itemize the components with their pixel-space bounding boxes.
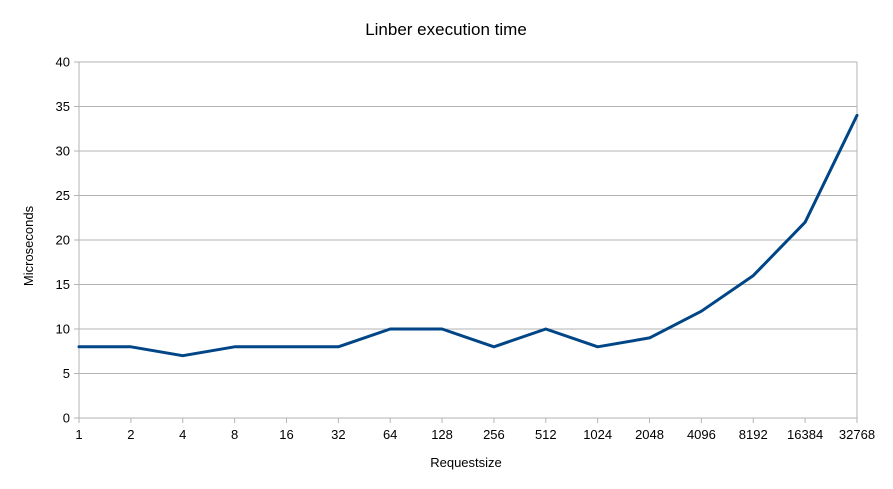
- grid-layer: [74, 61, 858, 419]
- y-tick-label: 35: [56, 99, 70, 114]
- x-tick-label: 1024: [583, 427, 612, 442]
- x-tick-label: 16: [279, 427, 293, 442]
- x-tick-label: 32: [331, 427, 345, 442]
- x-tick-label: 2048: [635, 427, 664, 442]
- x-tick-label: 2: [127, 427, 134, 442]
- y-tick-label: 5: [63, 366, 70, 381]
- y-tick-label: 0: [63, 411, 70, 426]
- x-tick-label: 8: [231, 427, 238, 442]
- y-tick-label: 25: [56, 188, 70, 203]
- x-axis-label: Requestsize: [430, 455, 502, 470]
- x-tick-label: 8192: [739, 427, 768, 442]
- y-axis-label: Microseconds: [21, 205, 36, 286]
- x-axis: 1 2 4 8 16 32 64 128 256 512 1024 2048 4096 8192 16384…: [75, 418, 875, 442]
- x-tick-label: 16384: [787, 427, 823, 442]
- y-tick-label: 10: [56, 322, 70, 337]
- y-tick-label: 15: [56, 277, 70, 292]
- x-tick-label: 64: [383, 427, 397, 442]
- x-tick-label: 128: [431, 427, 453, 442]
- x-tick-label: 1: [75, 427, 82, 442]
- x-tick-label: 32768: [839, 427, 875, 442]
- x-tick-label: 4: [179, 427, 186, 442]
- x-tick-label: 256: [483, 427, 505, 442]
- chart-title: Linber execution time: [365, 20, 527, 39]
- y-axis: 0 5 10 15 20 25 30 35 40: [56, 55, 70, 426]
- y-tick-label: 40: [56, 55, 70, 70]
- y-tick-label: 30: [56, 144, 70, 159]
- series-line: [77, 113, 859, 358]
- y-tick-label: 20: [56, 233, 70, 248]
- series-layer: [77, 113, 859, 358]
- x-tick-label: 512: [535, 427, 557, 442]
- x-tick-label: 4096: [687, 427, 716, 442]
